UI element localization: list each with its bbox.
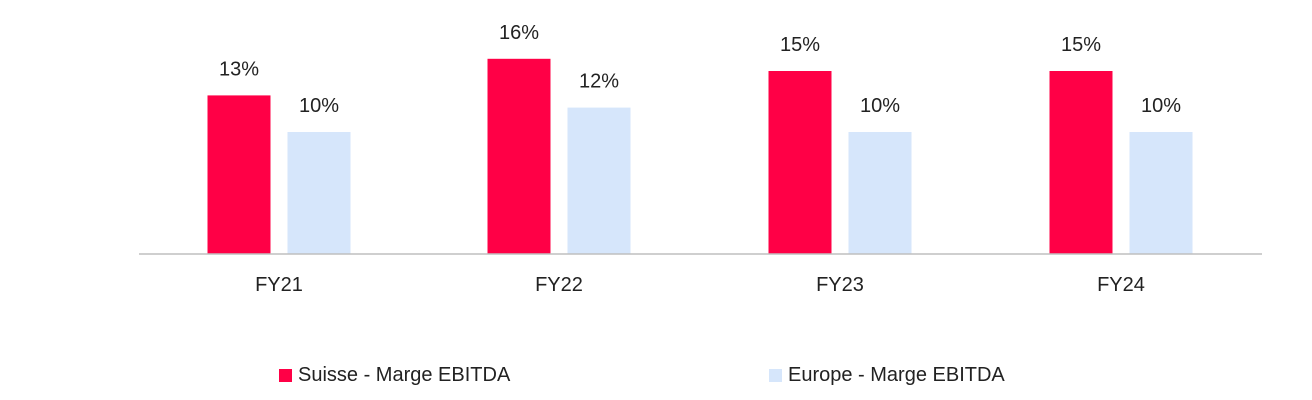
bar-suisse-fy21 bbox=[207, 95, 271, 255]
x-tick-label-fy24: FY24 bbox=[1097, 274, 1145, 296]
legend-swatch-suisse bbox=[279, 369, 292, 382]
x-tick-label-fy22: FY22 bbox=[535, 274, 583, 296]
legend-swatch-europe bbox=[769, 369, 782, 382]
bar-europe-fy23 bbox=[848, 132, 912, 254]
data-label-suisse-fy22: 16% bbox=[499, 22, 539, 44]
bar-chart: 13%10%16%12%15%10%15%10% FY21 FY22 FY23 FY2… bbox=[139, 22, 1262, 296]
data-label-suisse-fy24: 15% bbox=[1061, 34, 1101, 56]
bar-suisse-fy23 bbox=[768, 71, 832, 254]
data-label-suisse-fy23: 15% bbox=[780, 34, 820, 56]
legend-label-suisse: Suisse - Marge EBITDA bbox=[298, 364, 511, 386]
bar-europe-fy24 bbox=[1129, 132, 1193, 254]
bar-suisse-fy22 bbox=[487, 58, 551, 254]
data-label-europe-fy22: 12% bbox=[579, 71, 619, 93]
legend-label-europe: Europe - Marge EBITDA bbox=[788, 364, 1005, 386]
data-label-europe-fy21: 10% bbox=[299, 95, 339, 117]
legend-item-suisse: Suisse - Marge EBITDA bbox=[279, 364, 510, 387]
legend: Suisse - Marge EBITDA Europe - Marge EBI… bbox=[0, 364, 1312, 392]
bar-europe-fy22 bbox=[567, 107, 631, 254]
legend-item-europe: Europe - Marge EBITDA bbox=[769, 364, 1005, 387]
x-tick-labels-group: FY21 FY22 FY23 FY24 bbox=[255, 274, 1145, 296]
bar-suisse-fy24 bbox=[1049, 71, 1113, 254]
data-label-suisse-fy21: 13% bbox=[219, 58, 259, 80]
bar-europe-fy21 bbox=[287, 132, 351, 254]
x-tick-label-fy23: FY23 bbox=[816, 274, 864, 296]
data-label-europe-fy23: 10% bbox=[860, 95, 900, 117]
x-tick-label-fy21: FY21 bbox=[255, 274, 303, 296]
data-labels-group: 13% 10% 16% 12% 15% 10% 15% 10% bbox=[219, 22, 1181, 117]
data-label-europe-fy24: 10% bbox=[1141, 95, 1181, 117]
bars-group bbox=[207, 58, 1193, 255]
